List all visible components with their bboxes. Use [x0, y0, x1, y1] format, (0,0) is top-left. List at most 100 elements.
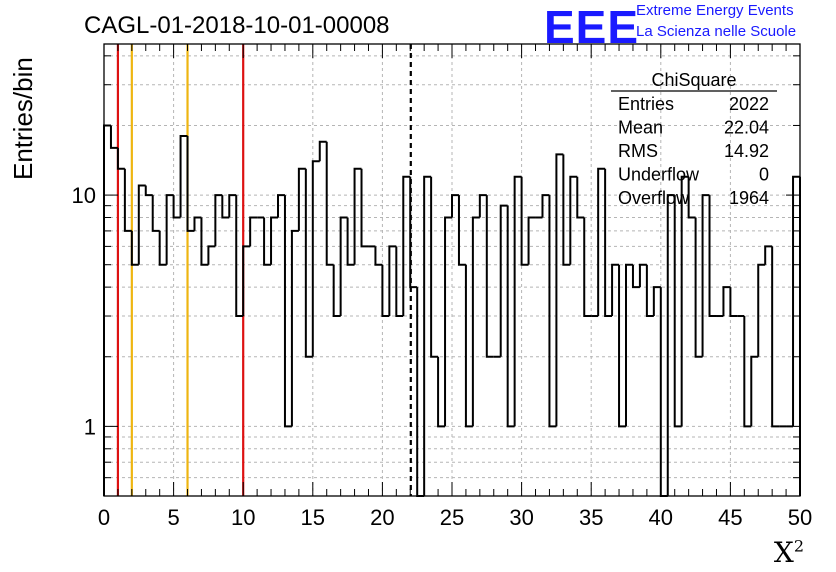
histogram-bin	[186, 136, 195, 232]
histogram-bin	[771, 246, 780, 428]
histogram-bin	[235, 195, 244, 318]
histogram-bin	[708, 195, 717, 318]
stats-row-label: RMS	[618, 141, 658, 161]
x-tick-label: 5	[167, 505, 179, 530]
histogram-bin	[151, 195, 160, 232]
histogram-bin	[638, 263, 647, 288]
histogram-bin	[457, 195, 466, 266]
x-tick-label: 25	[440, 505, 464, 530]
histogram-bin	[757, 263, 766, 357]
histogram-bin	[680, 175, 689, 427]
x-tick-label: 40	[649, 505, 673, 530]
histogram-bin	[123, 168, 132, 232]
brand-line-1: Extreme Energy Events	[636, 2, 794, 19]
histogram-bin	[158, 230, 167, 266]
histogram-bin	[144, 185, 153, 197]
histogram-bin	[130, 230, 139, 266]
histogram-bin	[109, 125, 118, 149]
y-tick-label: 10	[72, 183, 96, 208]
histogram-bin	[402, 175, 411, 317]
histogram-bin	[165, 194, 174, 265]
histogram-bin	[381, 264, 390, 318]
histogram-bin	[416, 287, 425, 497]
histogram-bin	[485, 195, 494, 358]
histogram-bin	[618, 264, 626, 428]
histogram-bin	[353, 167, 362, 265]
histogram-bin	[687, 176, 696, 219]
brand-line-2: La Scienza nelle Scuole	[636, 23, 797, 40]
histogram-bin	[200, 217, 209, 266]
histogram-bin	[520, 176, 529, 266]
histogram-bin	[221, 195, 230, 219]
stats-row-value: 22.04	[724, 118, 769, 138]
stats-row-label: Mean	[618, 118, 663, 138]
histogram-bin	[346, 217, 355, 266]
histogram-bin	[228, 194, 237, 218]
histogram-bin	[750, 355, 759, 427]
histogram-bin	[437, 356, 446, 428]
histogram-bin	[172, 195, 181, 219]
stats-row-label: Entries	[618, 94, 674, 114]
histogram-bin	[116, 147, 125, 170]
histogram-bin	[304, 168, 313, 358]
histogram-bin	[388, 245, 397, 317]
histogram-bin	[611, 263, 620, 317]
histogram-bin	[597, 167, 606, 317]
histogram-bin	[207, 245, 216, 265]
histogram-bin	[360, 168, 369, 248]
histogram-bin	[729, 287, 738, 318]
histogram-bin	[625, 263, 633, 427]
histogram-bin	[277, 194, 285, 218]
histogram-bin	[297, 167, 306, 231]
histogram-bin	[137, 184, 146, 265]
histogram-bin	[311, 160, 320, 357]
histogram-bin	[659, 287, 668, 497]
chart-title: CAGL-01-2018-10-01-00008	[84, 12, 390, 39]
histogram-bin	[499, 204, 508, 357]
x-tick-label: 0	[98, 505, 110, 530]
histogram-bin	[541, 194, 550, 218]
histogram-bin	[242, 245, 251, 317]
histogram-bin	[179, 135, 188, 218]
x-axis-label-base: X	[773, 536, 794, 569]
histogram-bin	[214, 194, 223, 247]
histogram-bin	[409, 176, 418, 289]
histogram-bin	[270, 216, 278, 265]
stats-row-label: Underflow	[618, 165, 700, 185]
histogram-bin	[555, 153, 564, 427]
histogram-bin	[694, 217, 703, 358]
histogram-bin	[645, 264, 654, 318]
histogram-bin	[506, 205, 515, 428]
histogram-bin	[743, 316, 752, 428]
histogram-bin	[548, 195, 557, 428]
stats-row-value: 0	[759, 165, 769, 185]
histogram-bin	[631, 264, 640, 289]
x-tick-label: 20	[370, 505, 394, 530]
stats-box-title: ChiSquare	[651, 70, 736, 90]
histogram-bin	[701, 194, 710, 357]
x-axis-label: X2	[774, 536, 804, 569]
histogram-bin	[764, 245, 773, 265]
y-tick-label: 1	[84, 414, 96, 439]
histogram-bin	[583, 217, 592, 318]
histogram-bin	[464, 264, 473, 428]
histogram-bin	[263, 217, 272, 266]
histogram-bin	[673, 195, 682, 428]
histogram-bin	[451, 194, 459, 218]
x-tick-label: 45	[718, 505, 742, 530]
histogram-bin	[444, 216, 452, 427]
x-tick-label: 30	[509, 505, 533, 530]
histogram-bin	[576, 176, 585, 219]
histogram-bin	[478, 194, 487, 218]
x-tick-label: 50	[788, 505, 812, 530]
x-tick-label: 15	[301, 505, 325, 530]
histogram-bin	[792, 175, 800, 427]
stats-row-value: 2022	[729, 94, 769, 114]
histogram-bin	[332, 264, 341, 318]
histogram-bin	[249, 216, 258, 247]
x-axis-label-sup: 2	[793, 536, 804, 556]
histogram-bin	[604, 168, 613, 318]
histogram-bin	[290, 229, 299, 427]
